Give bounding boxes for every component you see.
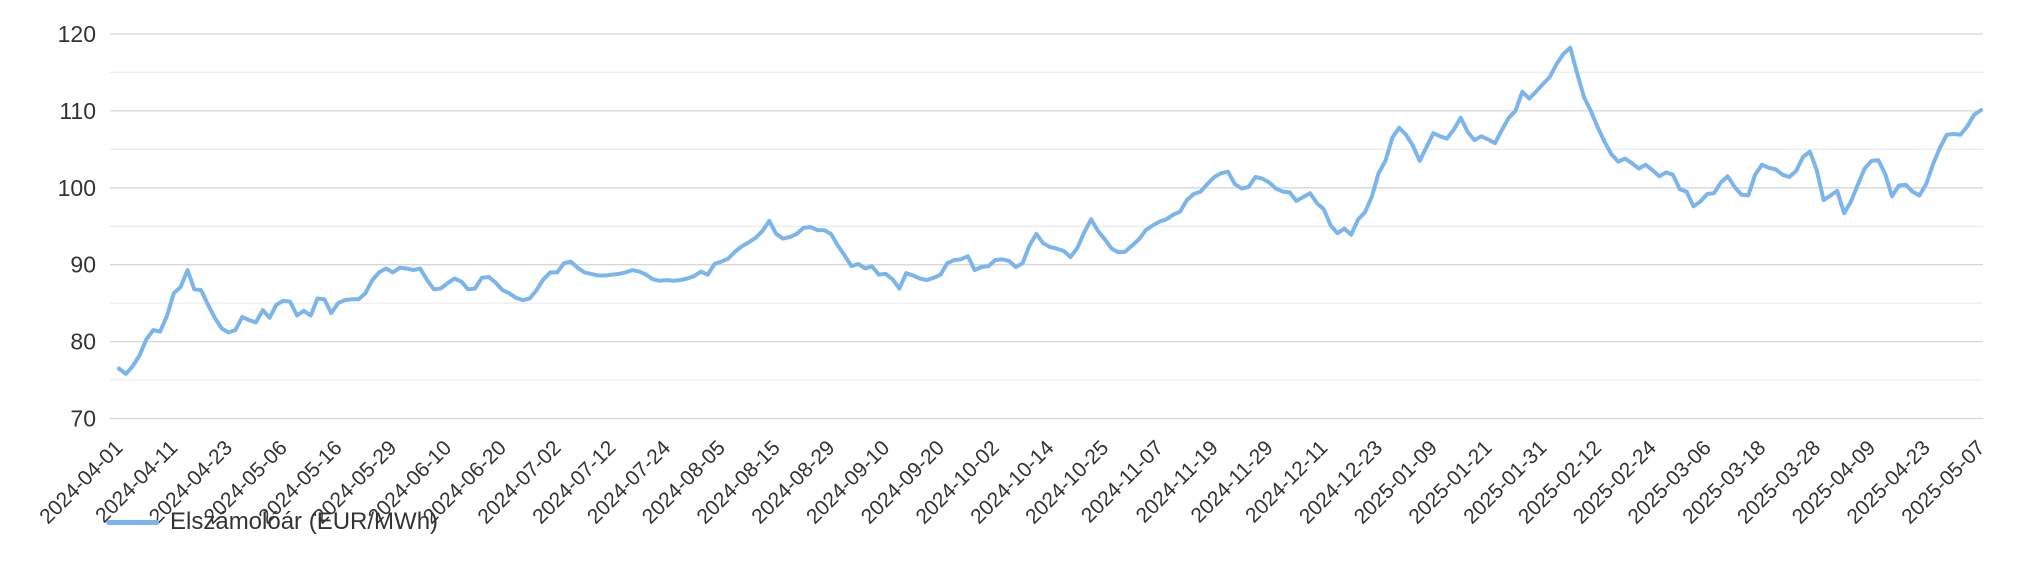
y-tick-label: 80: [70, 329, 96, 355]
y-axis-labels: 70 80 90 100 110 120: [58, 21, 96, 432]
y-tick-label: 70: [70, 406, 96, 432]
y-tick-label: 110: [59, 98, 96, 124]
y-tick-label: 90: [70, 252, 96, 278]
series-group: [117, 45, 1983, 376]
legend-line-marker: [106, 519, 159, 525]
legend-label: Elszámolóár (EUR/MWh): [170, 508, 439, 535]
y-tick-label: 120: [58, 21, 96, 47]
y-tick-label: 100: [58, 175, 96, 201]
series-line[interactable]: [117, 45, 1983, 376]
legend-item[interactable]: Elszámolóár (EUR/MWh): [106, 508, 438, 536]
gridlines: [110, 33, 1983, 420]
